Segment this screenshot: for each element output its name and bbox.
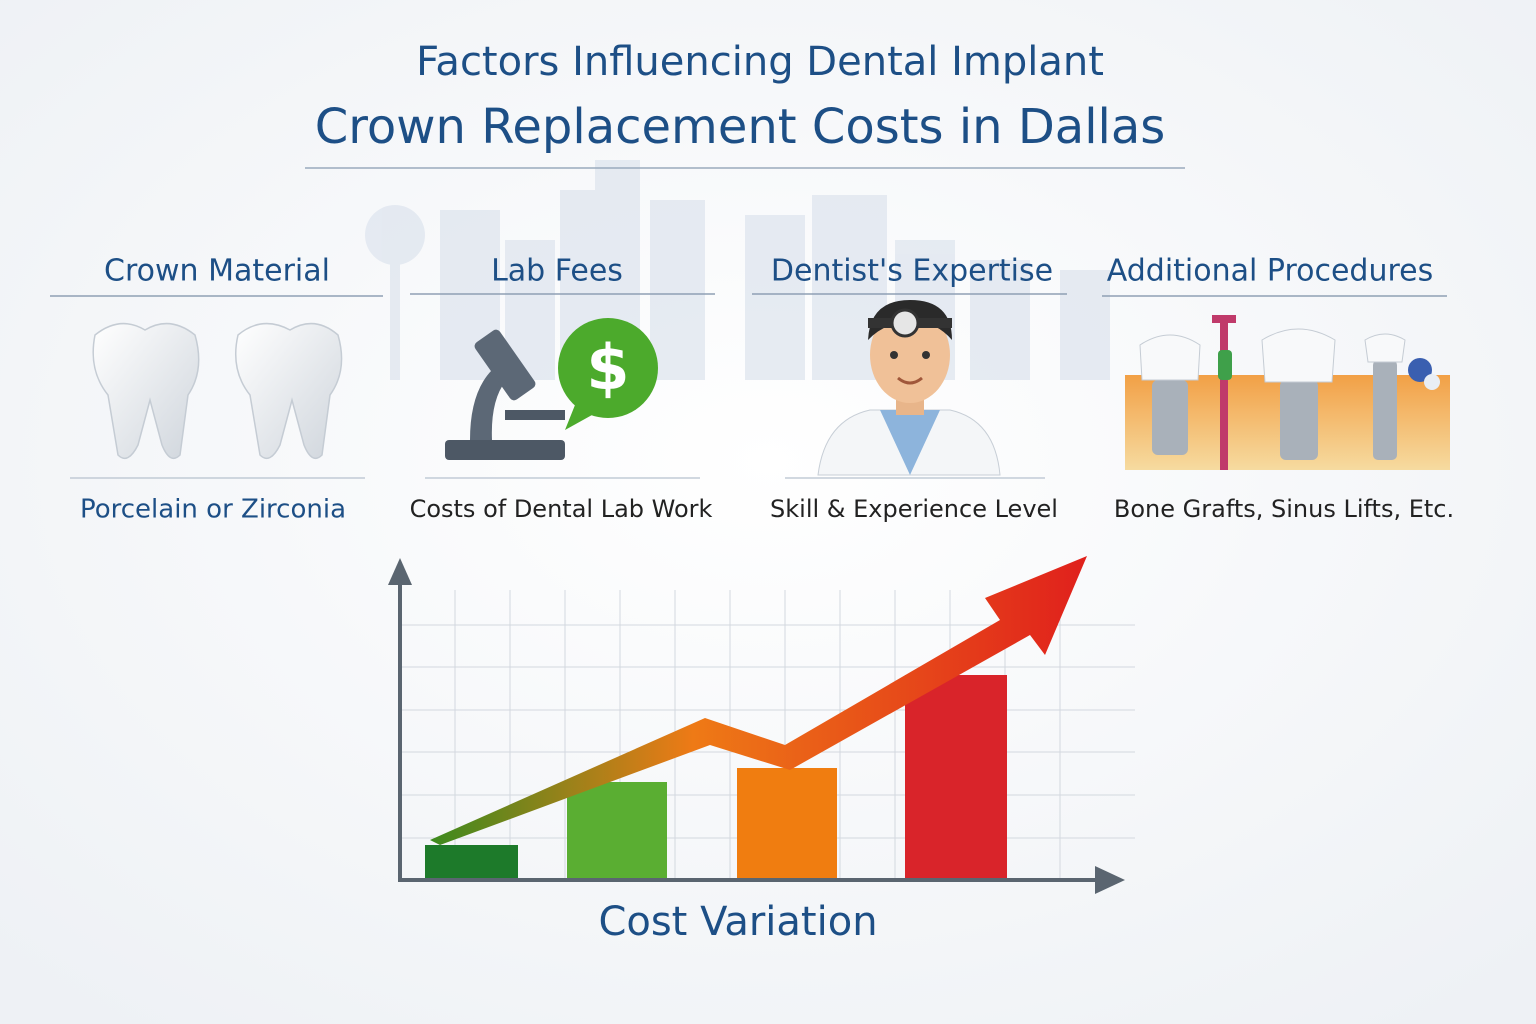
illustration-bar — [567, 782, 667, 880]
illustration-bar — [737, 768, 837, 880]
cost-chart: Cost Variation — [388, 556, 1135, 945]
teeth-icon — [92, 322, 343, 460]
dentist-icon-part — [890, 351, 898, 359]
implants-icon — [1125, 315, 1450, 470]
implants-icon-part — [1139, 334, 1201, 381]
lab-icon-part — [474, 329, 536, 401]
implants-icon-part-part — [1280, 380, 1318, 460]
skyline-part — [650, 200, 705, 380]
dentist-icon-part — [890, 308, 920, 338]
chart-label: Cost Variation — [598, 899, 877, 945]
title: Factors Influencing Dental Implant Crown… — [315, 39, 1166, 155]
lab-icon-part — [505, 410, 565, 420]
factor-heading: Additional Procedures — [1107, 254, 1434, 289]
implants-icon-part — [1424, 374, 1440, 390]
skyline-part — [1060, 270, 1110, 380]
factor-caption: Costs of Dental Lab Work — [410, 495, 713, 523]
implants-icon-part — [1152, 360, 1397, 460]
factor-heading: Crown Material — [104, 254, 330, 289]
skyline-part — [365, 205, 425, 265]
lab-icon-part — [558, 318, 658, 418]
dollar-symbol: $ — [586, 331, 629, 404]
title-line: Factors Influencing Dental Implant — [416, 39, 1104, 85]
implants-icon-part — [1220, 320, 1228, 470]
lab-icon: $ — [445, 318, 658, 460]
dentist-icon-part — [880, 410, 940, 475]
implants-icon-part-part — [1152, 380, 1188, 455]
implants-icon-part — [1218, 350, 1232, 380]
skyline-part — [390, 260, 400, 380]
factor-caption: Bone Grafts, Sinus Lifts, Etc. — [1114, 495, 1454, 523]
implants-icon-part — [1212, 315, 1236, 323]
illustration-bar — [905, 675, 1007, 880]
skyline-part — [970, 260, 1030, 380]
lab-icon-part — [445, 440, 565, 460]
teeth-icon-part — [92, 322, 200, 460]
factor-heading: Dentist's Expertise — [771, 254, 1053, 289]
implants-icon-part — [1261, 328, 1336, 383]
dentist-icon — [817, 300, 1001, 476]
dentist-icon-part — [897, 376, 923, 385]
teeth-icon-part — [235, 322, 343, 460]
factors: Crown Material Lab Fees Dentist's Expert… — [50, 254, 1454, 525]
implants-icon-part — [1364, 333, 1406, 363]
skyline-part — [745, 215, 805, 380]
dentist-icon-part — [870, 307, 950, 403]
dentist-icon-part — [922, 351, 930, 359]
illustration-bar — [425, 845, 518, 880]
x-axis-arrow — [1095, 866, 1125, 894]
lab-icon-part — [565, 405, 592, 430]
title-line: Crown Replacement Costs in Dallas — [315, 99, 1166, 155]
implants-icon-part — [1408, 358, 1432, 382]
y-axis-arrow — [388, 558, 412, 585]
factor-caption: Skill & Experience Level — [770, 495, 1058, 523]
factor-heading: Lab Fees — [491, 254, 623, 289]
factor-caption: Porcelain or Zirconia — [80, 495, 346, 525]
trend-arrow — [430, 556, 1087, 845]
implants-icon-part-part — [1373, 360, 1397, 460]
